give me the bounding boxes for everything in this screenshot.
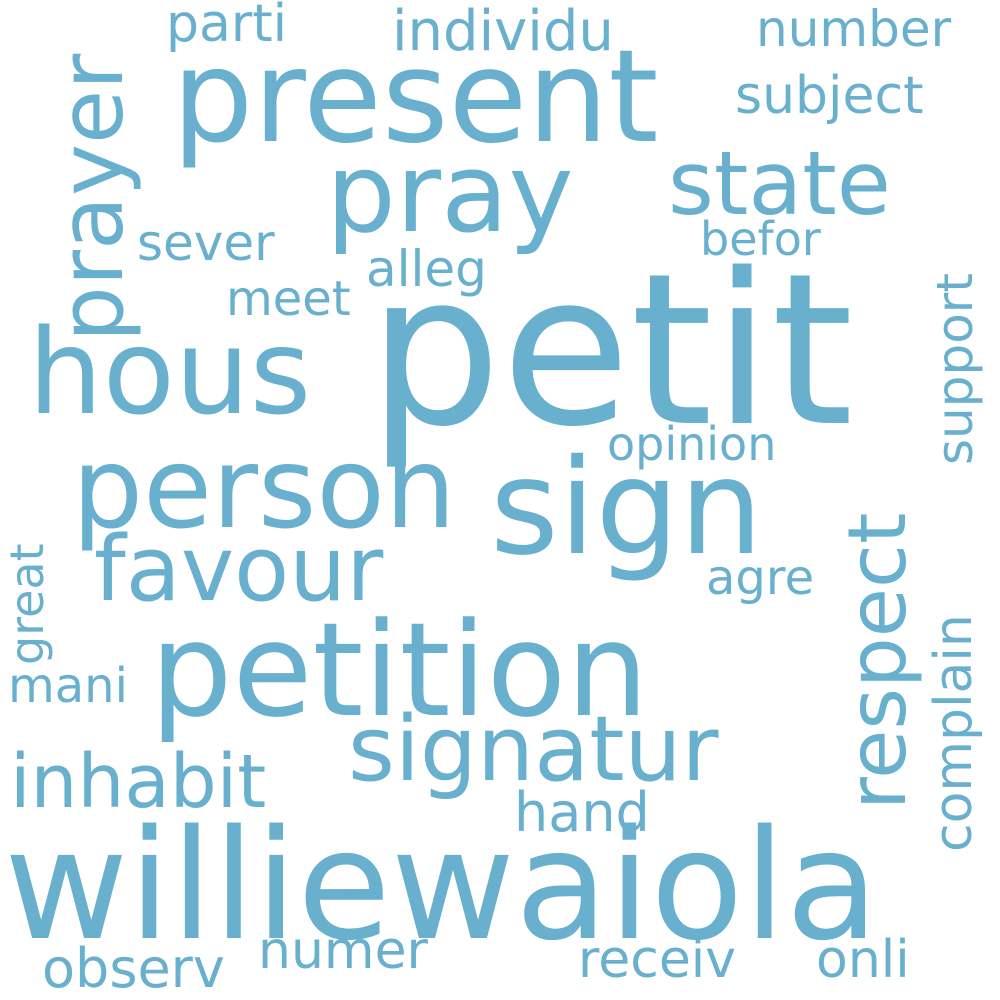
- word-alleg: alleg: [366, 240, 487, 298]
- word-mani: mani: [8, 658, 128, 714]
- word-sign: sign: [490, 431, 763, 585]
- word-williewaiola: williewaiola: [4, 797, 879, 974]
- word-complain: complain: [924, 614, 984, 852]
- word-befor: befor: [700, 212, 821, 266]
- word-petition: petition: [150, 594, 649, 746]
- word-favour: favour: [94, 517, 384, 622]
- word-prayer: prayer: [40, 53, 143, 342]
- word-individu: individu: [392, 0, 614, 64]
- word-parti: parti: [166, 0, 288, 54]
- word-inhabit: inhabit: [10, 739, 267, 825]
- word-sever: sever: [137, 214, 275, 272]
- word-number: number: [756, 0, 952, 58]
- word-great: great: [0, 543, 54, 665]
- word-support: support: [926, 273, 984, 465]
- word-onli: onli: [816, 930, 910, 990]
- word-opinion: opinion: [607, 417, 777, 471]
- word-pray: pray: [326, 129, 574, 257]
- word-person: person: [72, 424, 456, 554]
- word-meet: meet: [226, 271, 351, 327]
- word-present: present: [172, 23, 659, 172]
- word-respect: respect: [831, 512, 924, 810]
- word-petit: petit: [368, 228, 854, 473]
- word-hand: hand: [514, 781, 650, 844]
- word-signatur: signatur: [348, 697, 719, 802]
- word-agre: agre: [706, 550, 815, 606]
- word-numer: numer: [258, 921, 428, 981]
- word-receiv: receiv: [578, 930, 737, 990]
- word-state: state: [668, 132, 891, 235]
- word-subject: subject: [735, 66, 924, 126]
- word-hous: hous: [28, 303, 312, 441]
- word-observ: observ: [42, 937, 225, 1000]
